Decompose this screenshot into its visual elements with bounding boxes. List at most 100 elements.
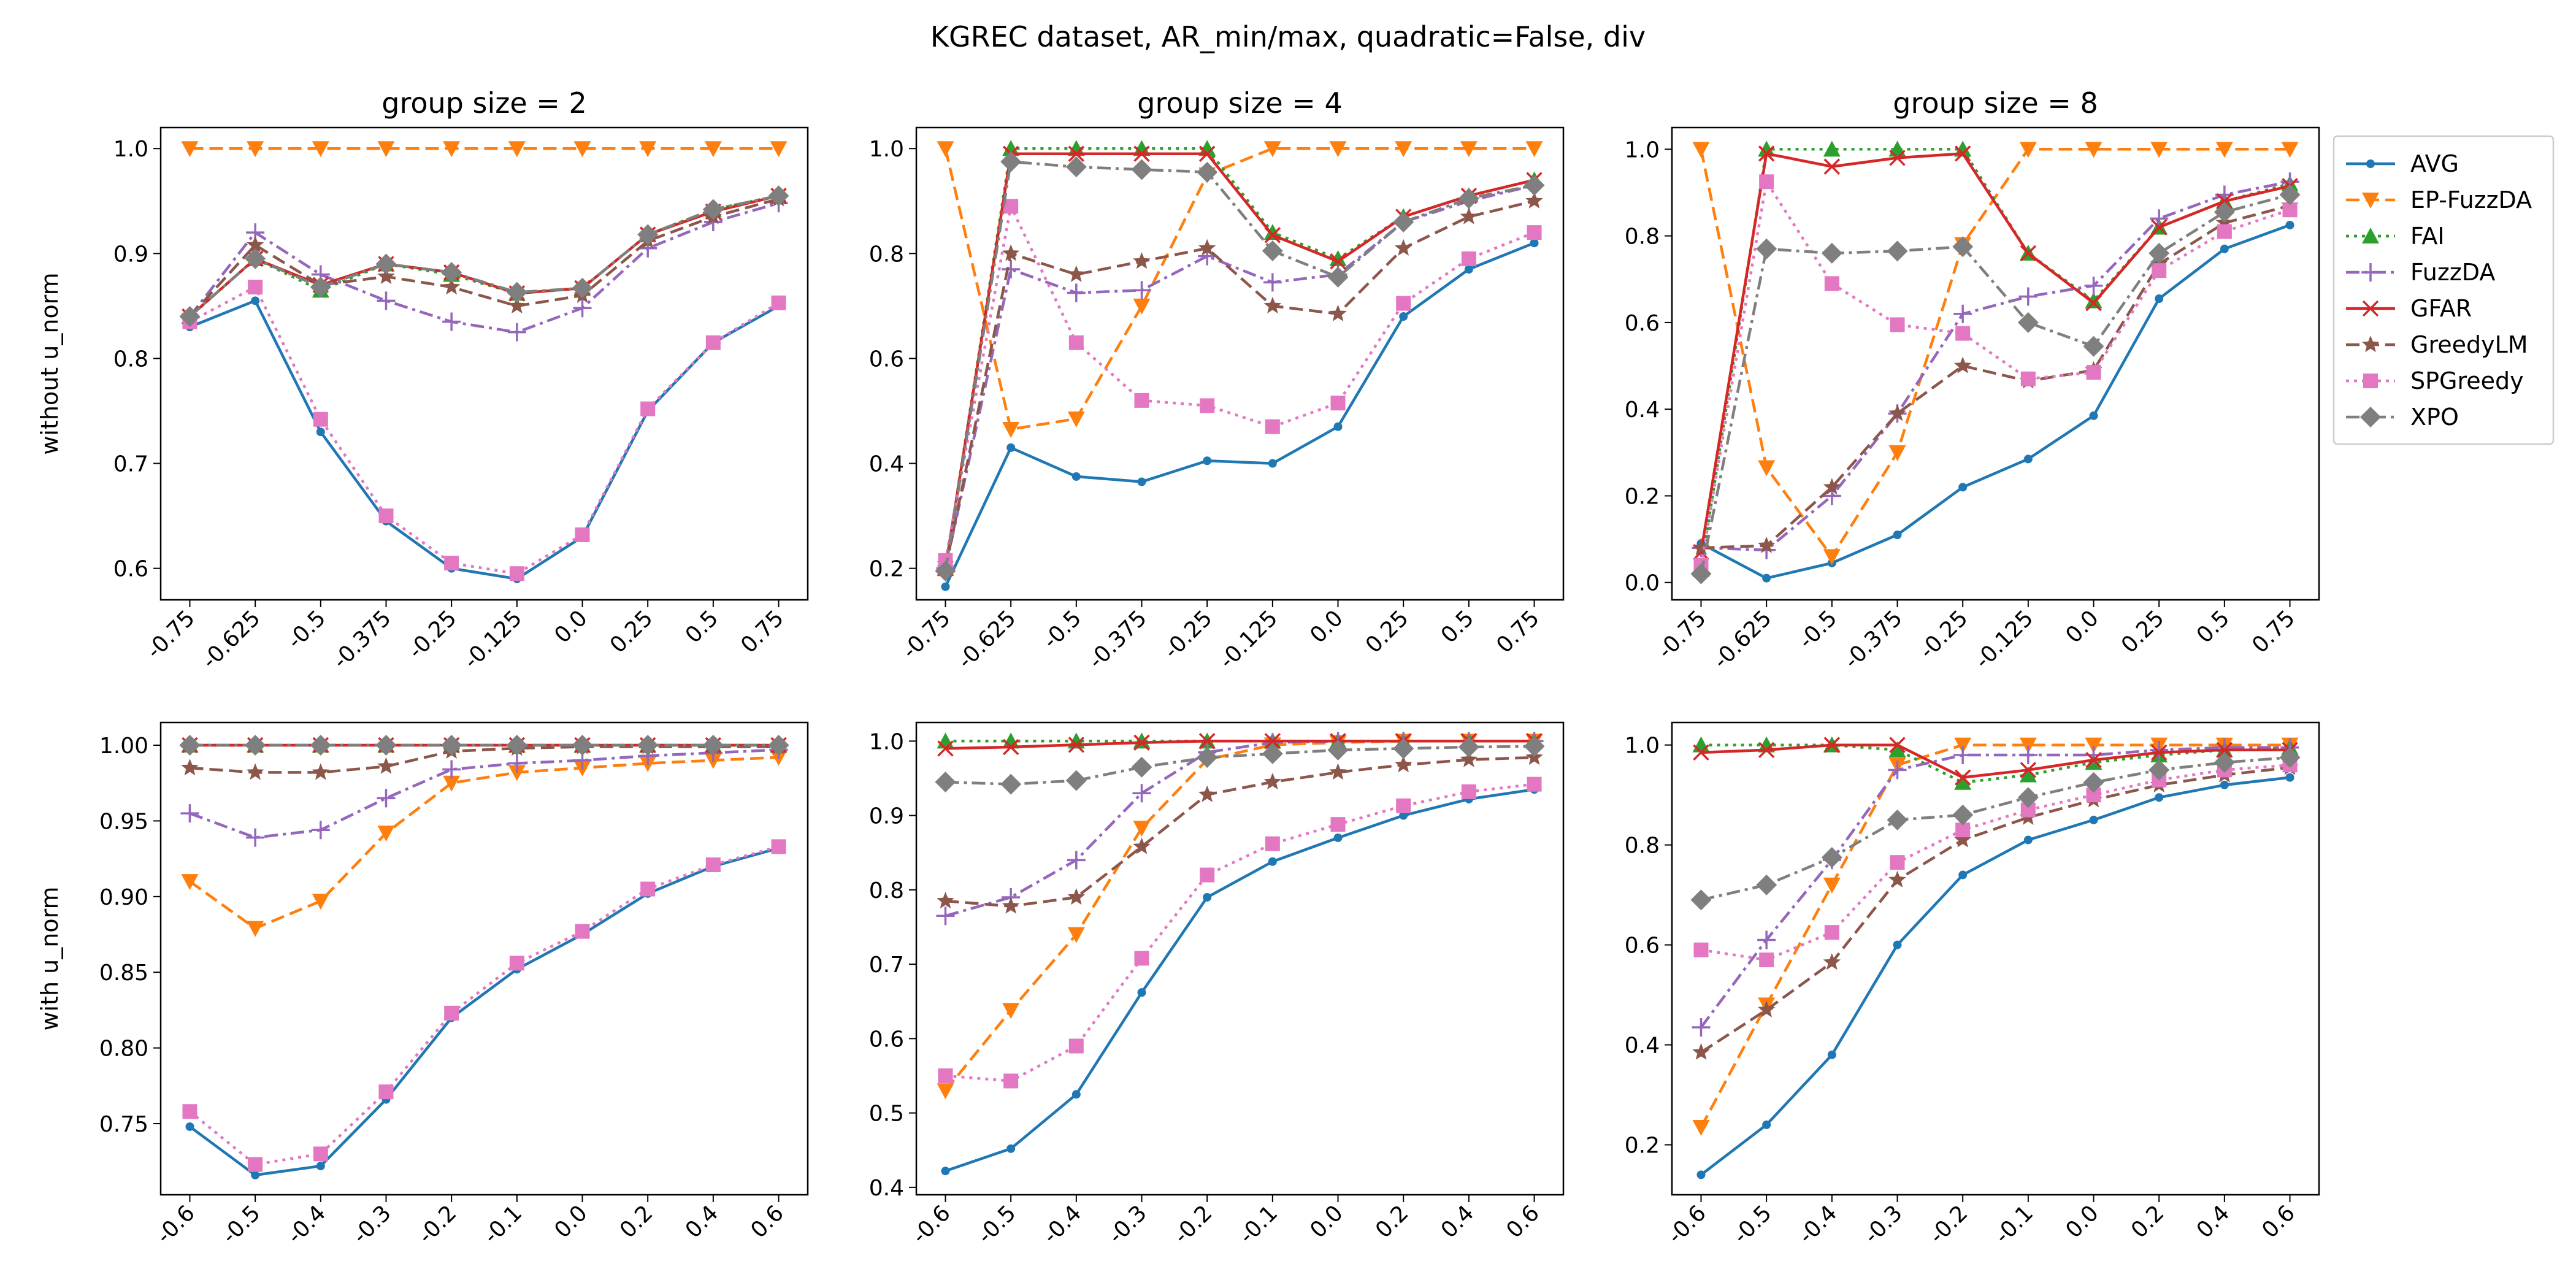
data-point [2019, 766, 2037, 783]
series-line [1700, 776, 2290, 1176]
data-point [378, 508, 394, 524]
data-point [1003, 199, 1019, 214]
series-line [189, 299, 780, 581]
data-point [1758, 742, 1775, 759]
data-point [1067, 927, 1085, 943]
legend-marker [2363, 374, 2378, 388]
data-point [2019, 142, 2037, 158]
series-line [1700, 148, 2290, 558]
data-point [1068, 145, 1085, 163]
data-point [1756, 238, 1777, 259]
series-avg [941, 239, 1539, 591]
data-point [1953, 304, 1972, 323]
data-point [1133, 734, 1150, 751]
legend-entry-greedylm: GreedyLM [2346, 331, 2528, 358]
series-line [944, 242, 1535, 588]
data-point [1329, 141, 1347, 158]
data-point [2285, 773, 2294, 782]
data-point [179, 306, 201, 327]
data-point [705, 335, 721, 350]
data-point [1137, 477, 1146, 486]
data-point [245, 248, 266, 269]
data-point [1000, 151, 1022, 172]
series-line [188, 202, 780, 334]
series-line [189, 194, 779, 318]
data-point [442, 312, 461, 331]
data-point [507, 754, 526, 773]
data-point [2085, 737, 2103, 754]
data-point [1198, 733, 1216, 749]
data-point [1268, 459, 1277, 468]
series-line [944, 147, 1535, 431]
data-point [377, 789, 396, 808]
data-point [1330, 396, 1346, 411]
data-point [1458, 737, 1479, 758]
y-tick-label: 0.7 [113, 452, 148, 477]
data-point [1461, 784, 1476, 799]
data-point [1132, 281, 1151, 300]
data-point [1067, 888, 1086, 905]
y-tick-label: 0.4 [869, 1176, 904, 1201]
data-point [1002, 244, 1020, 261]
data-point [1464, 265, 1473, 274]
series-avg [941, 785, 1539, 1176]
data-point [312, 894, 329, 910]
data-point [377, 267, 395, 285]
data-point [248, 280, 263, 295]
data-point [1067, 283, 1086, 302]
y-tick-label: 0.4 [1625, 397, 1660, 423]
data-point [251, 296, 260, 305]
data-point [1958, 870, 1968, 880]
series-line [944, 160, 1535, 572]
data-point [2018, 745, 2037, 764]
data-point [181, 759, 199, 776]
data-point [705, 857, 721, 872]
data-point [1067, 140, 1085, 156]
data-point [704, 141, 722, 158]
series-xpo [1690, 184, 2301, 585]
series-spgreedy [182, 280, 786, 581]
data-point [2150, 219, 2168, 236]
y-tick-label: 0.8 [869, 878, 904, 903]
data-point [1954, 145, 1971, 162]
series-line [945, 788, 1535, 1173]
series-spgreedy [1693, 174, 2298, 573]
data-point [1131, 159, 1152, 180]
data-point [1823, 549, 1841, 565]
data-point [575, 924, 590, 939]
data-point [1263, 141, 1281, 158]
data-point [2155, 793, 2164, 802]
data-point [1887, 240, 1908, 262]
y-tick-label: 0.6 [1625, 933, 1660, 959]
plot-frame [1671, 721, 2320, 1196]
series-avg [1696, 773, 2294, 1179]
data-point [1889, 150, 1906, 166]
data-point [2149, 759, 2170, 781]
data-point [1263, 773, 1282, 790]
data-point [1953, 745, 1972, 764]
y-tick-label: 0.8 [1625, 834, 1660, 859]
data-point [1690, 563, 1712, 585]
data-point [937, 740, 954, 757]
data-point [1890, 855, 1905, 870]
series-line [1700, 193, 2291, 575]
y-tick-label: 0.7 [869, 953, 904, 978]
data-point [1460, 141, 1478, 158]
plot-frame [1671, 126, 2320, 601]
data-point [1954, 769, 1971, 786]
data-point [1756, 874, 1777, 895]
data-point [1262, 240, 1283, 262]
data-point [508, 141, 526, 158]
data-point [2085, 751, 2102, 769]
legend-entry-spgreedy: SPGreedy [2346, 367, 2524, 394]
data-point [1265, 836, 1280, 851]
data-point [1203, 456, 1212, 466]
series-line [944, 199, 1535, 569]
data-point [313, 412, 328, 427]
data-point [936, 907, 955, 926]
data-point [1692, 142, 1710, 158]
data-point [1823, 158, 1841, 175]
data-point [1399, 811, 1408, 820]
subplot-title: group size = 8 [1893, 86, 2098, 120]
data-point [637, 224, 659, 245]
